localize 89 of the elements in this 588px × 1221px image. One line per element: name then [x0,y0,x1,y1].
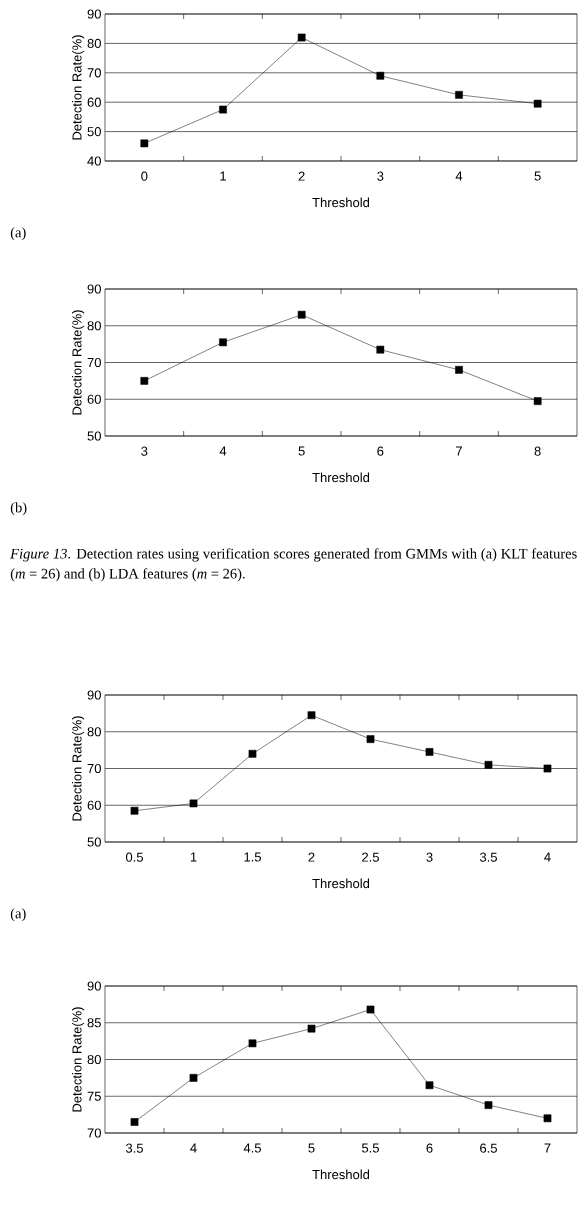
point [219,105,227,114]
y-tick-label: 90 [87,9,101,19]
y-tick-label: 70 [87,1128,101,1138]
x-tick-label: 0.5 [125,852,143,862]
x-tick-label: 4.5 [243,1143,261,1153]
x-tick-label: 2 [298,171,305,181]
y-tick-label: 60 [87,394,101,404]
x-axis-title: Threshold [312,472,370,483]
point [219,338,227,347]
y-axis-title: Detection Rate(%) [72,310,85,415]
y-tick-label: 50 [87,837,101,847]
y-axis-title: Detection Rate(%) [72,1007,85,1112]
point [307,1024,316,1033]
y-tick-label: 70 [87,357,101,368]
point [376,345,385,354]
x-tick-label: 0 [141,171,148,181]
point [189,1074,198,1082]
point [248,1039,257,1048]
x-tick-label: 3 [377,171,384,181]
y-axis-title: Detection Rate(%) [72,35,85,140]
text: (b) [10,502,27,516]
point [376,71,385,80]
x-tick-label: 3.5 [479,852,497,862]
x-tick-label: 1 [190,852,197,862]
x-tick-label: 3.5 [125,1143,143,1153]
point [425,748,434,756]
point [297,310,306,319]
y-tick-label: 70 [87,763,101,774]
x-tick-label: 7 [544,1143,551,1153]
point [130,806,139,815]
point [543,764,552,773]
x-axis-title: Threshold [312,1169,370,1180]
point [533,397,542,405]
x-axis-title: Threshold [312,878,370,889]
point [455,366,463,374]
point [543,1114,552,1123]
y-tick-label: 75 [87,1091,101,1101]
point [366,735,375,743]
point [533,99,542,108]
y-tick-label: 60 [87,800,101,810]
y-tick-label: 80 [87,727,101,737]
point [484,760,493,769]
y-tick-label: 40 [87,156,101,166]
point [140,139,149,148]
x-tick-label: 4 [190,1143,197,1153]
point [297,33,306,42]
x-tick-label: 6 [377,446,384,456]
y-tick-label: 80 [87,38,101,49]
point [366,1005,375,1014]
point [189,799,198,808]
x-tick-label: 2 [308,852,315,862]
x-tick-label: 3 [426,852,433,862]
y-tick-label: 50 [87,127,101,137]
x-tick-label: 1.5 [244,852,261,862]
x-tick-label: 5 [298,446,305,456]
y-tick-label: 50 [87,431,101,441]
point [307,711,316,720]
text: (a) [10,227,26,241]
point [425,1081,434,1090]
point [455,91,463,99]
point [130,1118,139,1126]
x-tick-label: 4 [219,446,227,456]
y-tick-label: 90 [87,284,101,294]
x-tick-label: 6 [426,1143,433,1153]
text: Figure 13. Detection rates using verification scores generated from GMMs with (a) KLT features (m = 26) and (b) LDA features (m = 26). [10,548,577,582]
y-tick-label: 80 [87,1054,101,1065]
y-tick-label: 70 [87,68,101,78]
x-tick-label: 8 [534,446,541,456]
x-tick-label: 5 [308,1143,315,1153]
x-tick-label: 2.5 [362,852,379,862]
x-tick-label: 5.5 [361,1143,379,1153]
x-tick-label: 3 [141,446,148,456]
point [248,749,257,758]
x-tick-label: 6.5 [480,1143,497,1153]
x-tick-label: 7 [456,446,462,456]
point [140,377,149,385]
y-axis-title: Detection Rate(%) [72,716,85,821]
point [484,1101,493,1109]
x-tick-label: 4 [455,171,463,181]
x-axis-title: Threshold [312,197,370,208]
y-tick-label: 90 [87,981,101,991]
text: (a) [10,908,26,922]
x-tick-label: 5 [534,171,541,181]
y-tick-label: 80 [87,321,101,331]
x-tick-label: 1 [220,171,226,181]
y-tick-label: 60 [87,97,101,107]
x-tick-label: 4 [544,852,551,862]
y-tick-label: 90 [87,690,101,700]
y-tick-label: 85 [87,1018,101,1028]
